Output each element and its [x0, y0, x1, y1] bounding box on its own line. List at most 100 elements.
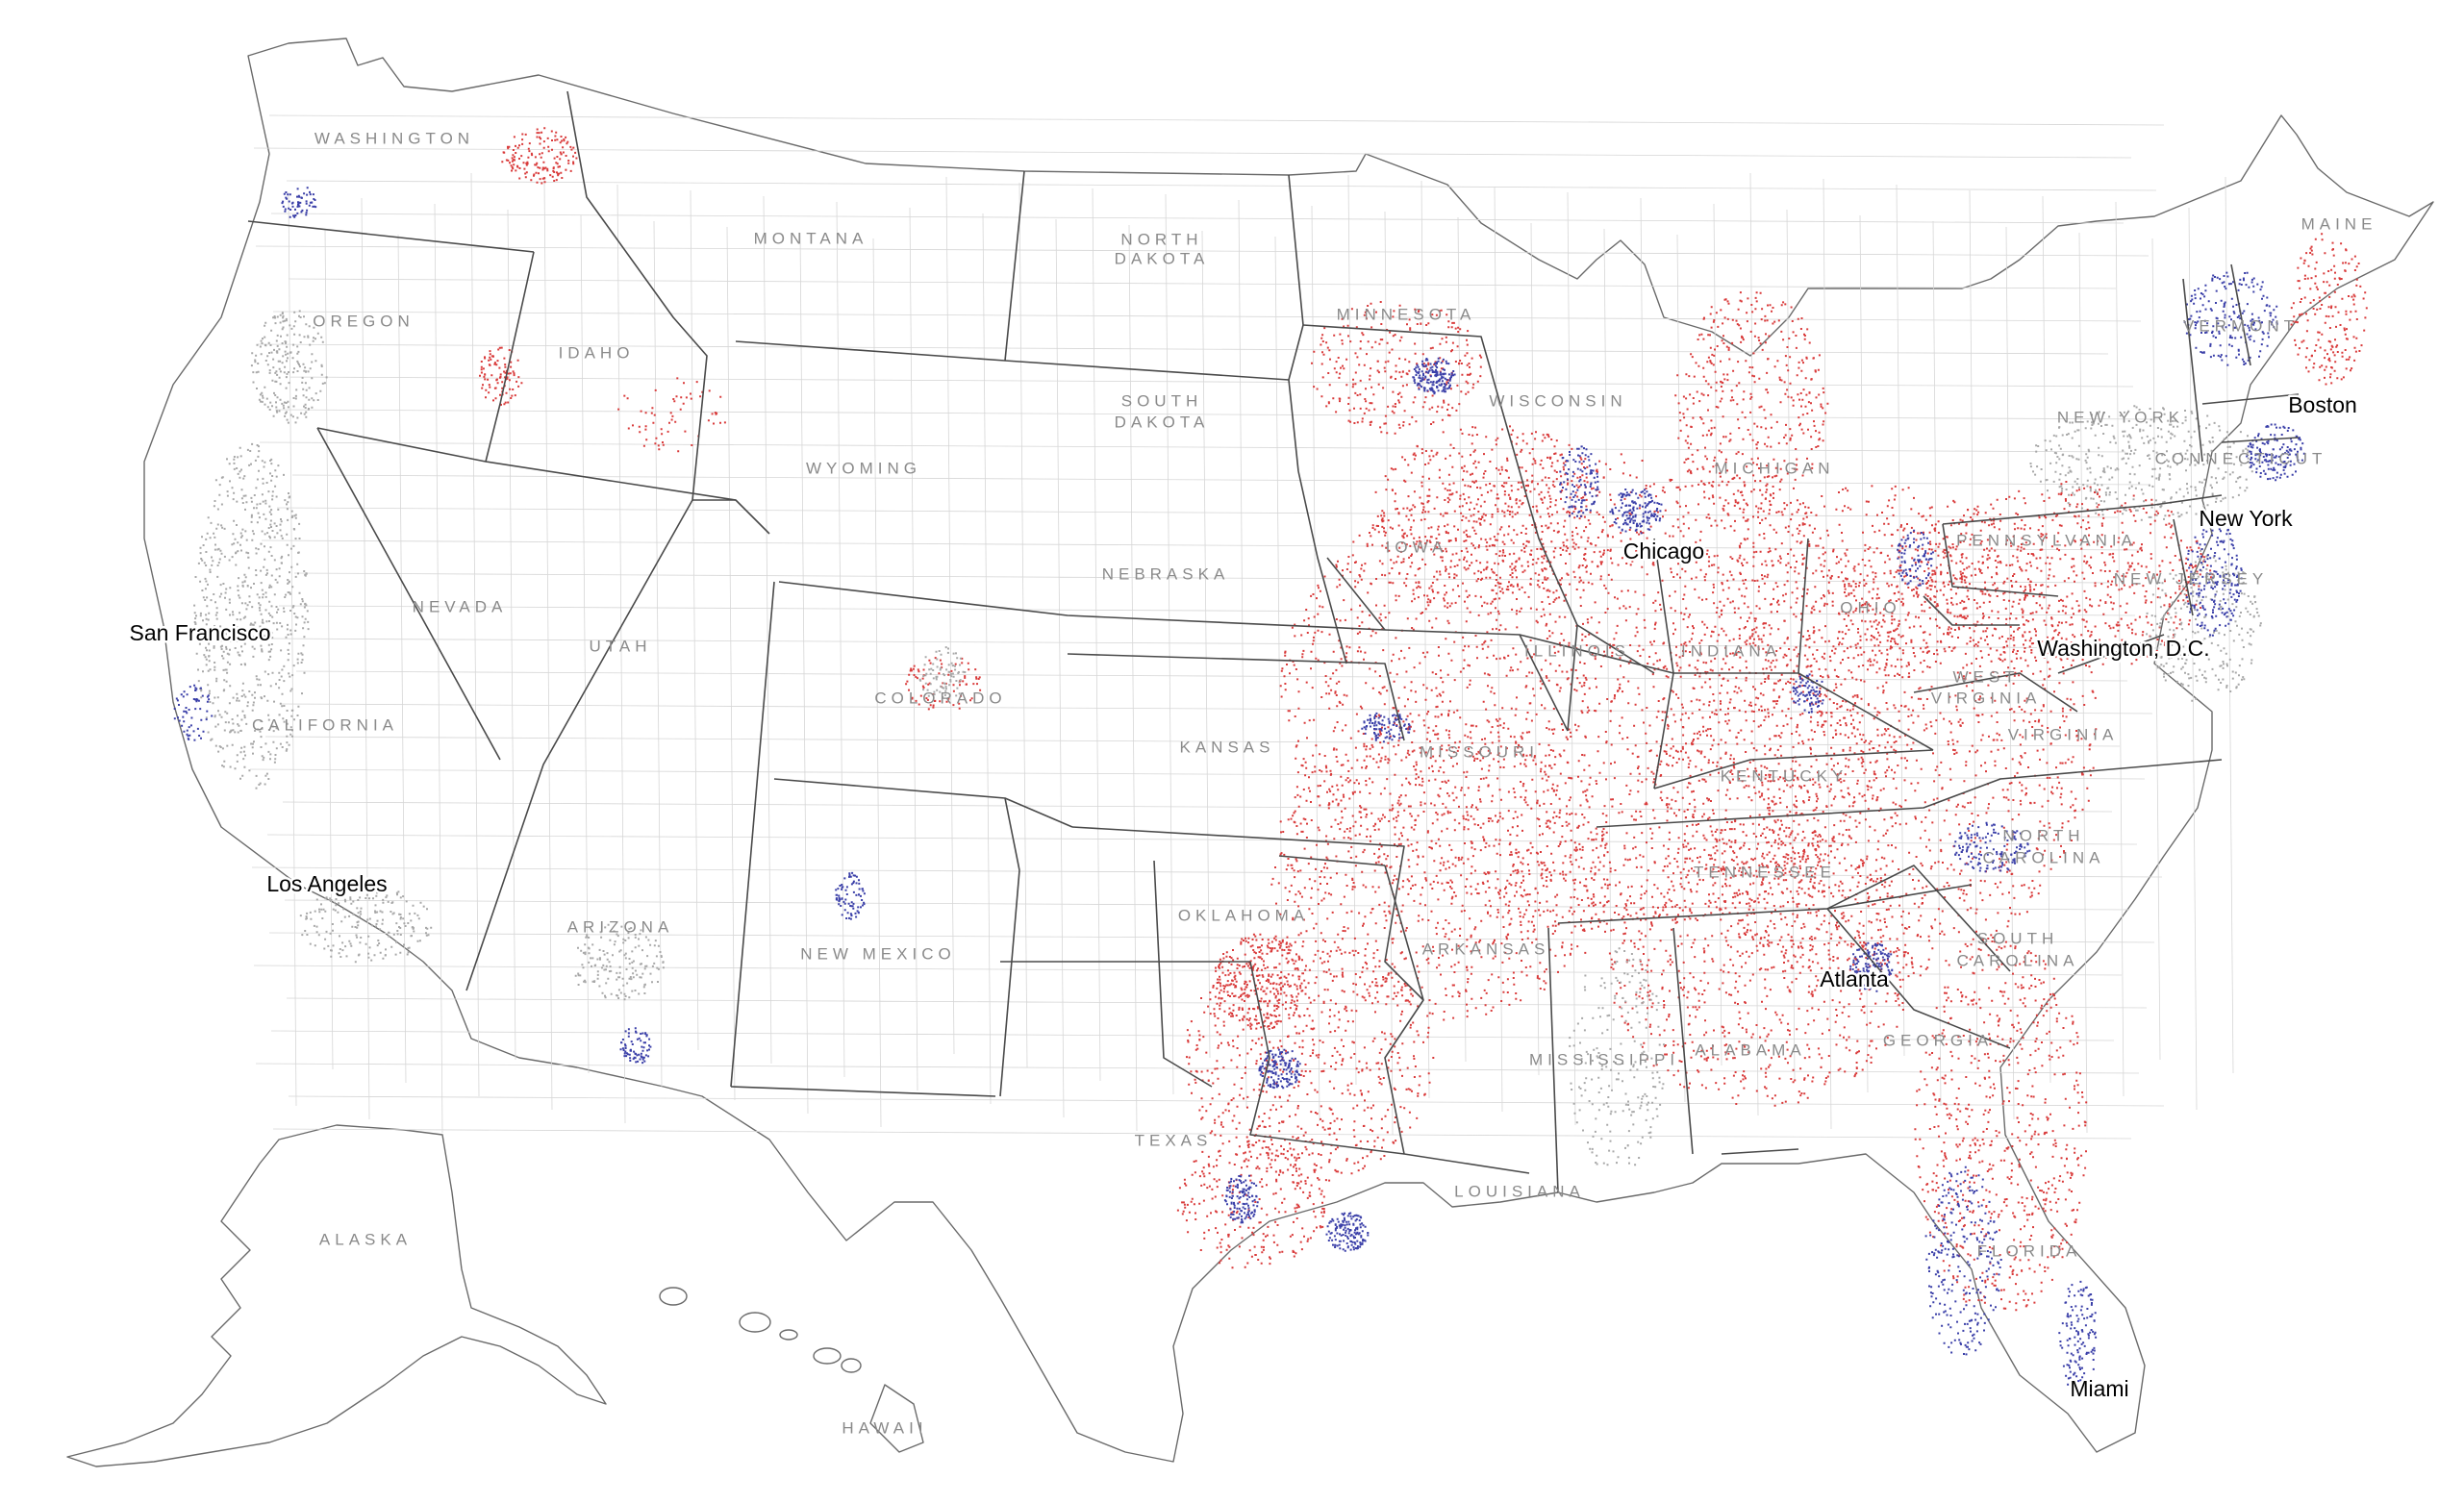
dot-cluster	[619, 1027, 652, 1065]
state-label-nevada: NEVADA	[413, 597, 508, 615]
dot-cluster-0	[1279, 453, 1910, 934]
dot-cluster	[835, 871, 866, 920]
state-label-oregon: OREGON	[313, 312, 415, 330]
state-label-minnesota: MINNESOTA	[1337, 305, 1476, 323]
state-label-indiana: INDIANA	[1681, 641, 1781, 660]
state-label-north-carolina-1: NORTH	[2002, 826, 2084, 844]
dot-cluster-44	[281, 187, 317, 218]
state-label-north-dakota-2: DAKOTA	[1115, 249, 1210, 267]
state-label-connecticut: CONNECTICUT	[2155, 449, 2327, 467]
state-label-south-carolina-2: CAROLINA	[1957, 951, 2079, 969]
state-label-missouri: MISSOURI	[1420, 742, 1539, 761]
state-label-wyoming: WYOMING	[806, 459, 921, 477]
state-label-new-jersey: NEW JERSEY	[2114, 569, 2269, 588]
state-label-alabama: ALABAMA	[1695, 1040, 1805, 1059]
dot-cluster-30	[1609, 489, 1663, 535]
state-label-maine: MAINE	[2301, 214, 2377, 233]
hawaii-islands	[659, 1287, 924, 1453]
city-label-atlanta: Atlanta	[1820, 966, 1889, 991]
lower48-outline	[143, 38, 2434, 1463]
dot-cluster-6	[1924, 481, 2214, 675]
city-label-san-francisco: San Francisco	[129, 620, 270, 645]
state-label-utah: UTAH	[589, 637, 651, 655]
dot-cluster-10	[1212, 933, 1310, 1030]
state-label-texas: TEXAS	[1135, 1131, 1213, 1149]
state-label-montana: MONTANA	[754, 229, 868, 247]
dot-cluster-41	[619, 1027, 652, 1065]
state-label-west-virginia-2: VIRGINIA	[1931, 689, 2042, 707]
city-labels: San Francisco Los Angeles Chicago Boston…	[127, 390, 2359, 1404]
state-label-vermont: VERMONT	[2183, 316, 2299, 335]
dot-cluster-12	[501, 127, 578, 185]
dot-cluster	[1792, 673, 1824, 714]
dot-cluster	[193, 442, 310, 790]
dot-cluster-28	[1325, 1212, 1370, 1252]
dot-cluster	[1223, 1174, 1259, 1224]
dot-cluster-40	[835, 871, 866, 920]
dot-cluster	[918, 646, 967, 698]
dot-cluster	[281, 187, 317, 218]
dot-cluster	[1559, 445, 1599, 517]
state-label-virginia: VIRGINIA	[2008, 725, 2119, 743]
state-label-california: CALIFORNIA	[252, 715, 398, 734]
city-label-chicago: Chicago	[1623, 539, 1704, 564]
dot-cluster	[1258, 1048, 1301, 1090]
dot-cluster	[1361, 712, 1411, 743]
city-label-los-angeles: Los Angeles	[266, 871, 387, 896]
state-label-wisconsin: WISCONSIN	[1489, 391, 1626, 410]
state-label-south-dakota-1: SOUTH	[1121, 391, 1203, 410]
state-label-mississippi: MISSISSIPPI	[1529, 1050, 1679, 1068]
state-label-hawaii: HAWAII	[842, 1418, 927, 1437]
state-label-oklahoma: OKLAHOMA	[1178, 906, 1309, 924]
dot-cluster-37	[2183, 271, 2278, 366]
state-label-kentucky: KENTUCKY	[1721, 766, 1848, 785]
dot-cluster	[479, 346, 523, 406]
state-label-washington: WASHINGTON	[314, 129, 474, 147]
state-label-florida: FLORIDA	[1977, 1241, 2082, 1260]
dot-cluster	[1924, 481, 2214, 675]
dot-cluster-19	[193, 442, 310, 790]
dot-cluster	[1212, 933, 1310, 1030]
state-label-south-dakota-2: DAKOTA	[1115, 413, 1210, 431]
dot-cluster-42	[1792, 673, 1824, 714]
dot-cluster-25	[918, 646, 967, 698]
dot-cluster	[501, 127, 578, 185]
state-label-kansas: KANSAS	[1180, 738, 1275, 756]
dot-cluster-26	[1412, 357, 1456, 395]
dot-cluster-13	[479, 346, 523, 406]
state-label-arizona: ARIZONA	[567, 917, 674, 936]
dot-cluster-4	[1608, 817, 1915, 1107]
city-label-boston: Boston	[2288, 392, 2357, 417]
state-borders	[247, 90, 2300, 1193]
state-label-north-carolina-2: CAROLINA	[1983, 848, 2105, 866]
dot-cluster	[1953, 821, 2031, 873]
dot-cluster	[1608, 817, 1915, 1107]
alaska-outline	[66, 1124, 607, 1467]
dot-cluster-38	[1361, 712, 1411, 743]
state-label-nebraska: NEBRASKA	[1102, 564, 1230, 583]
state-label-new-york: NEW YORK	[2057, 408, 2184, 426]
dot-cluster-34	[1953, 821, 2031, 873]
state-label-colorado: COLORADO	[874, 689, 1006, 707]
dot-cluster	[1609, 489, 1663, 535]
state-label-north-dakota-1: NORTH	[1120, 230, 1202, 248]
city-label-new-york: New York	[2199, 506, 2293, 531]
state-label-south-carolina-1: SOUTH	[1977, 929, 2059, 947]
state-label-arkansas: ARKANSAS	[1422, 940, 1550, 958]
dot-cluster-33	[2058, 1280, 2098, 1395]
state-label-west-virginia-1: WEST	[1952, 667, 2019, 686]
dot-cluster-27	[1258, 1048, 1301, 1090]
dot-cluster	[1412, 357, 1456, 395]
city-label-miami: Miami	[2070, 1376, 2128, 1401]
state-labels: WASHINGTON OREGON IDAHO MONTANA NORTH DA…	[252, 129, 2377, 1437]
state-label-illinois: ILLINOIS	[1524, 641, 1630, 660]
city-label-washington-dc: Washington, D.C.	[2037, 636, 2209, 661]
state-label-tennessee: TENNESSEE	[1694, 863, 1836, 881]
dot-cluster	[1325, 1212, 1370, 1252]
state-label-new-mexico: NEW MEXICO	[800, 944, 955, 963]
dot-cluster	[2183, 271, 2278, 366]
dot-cluster	[2058, 1280, 2098, 1395]
state-label-ohio: OHIO	[1840, 598, 1900, 616]
state-label-alaska: ALASKA	[319, 1230, 412, 1248]
